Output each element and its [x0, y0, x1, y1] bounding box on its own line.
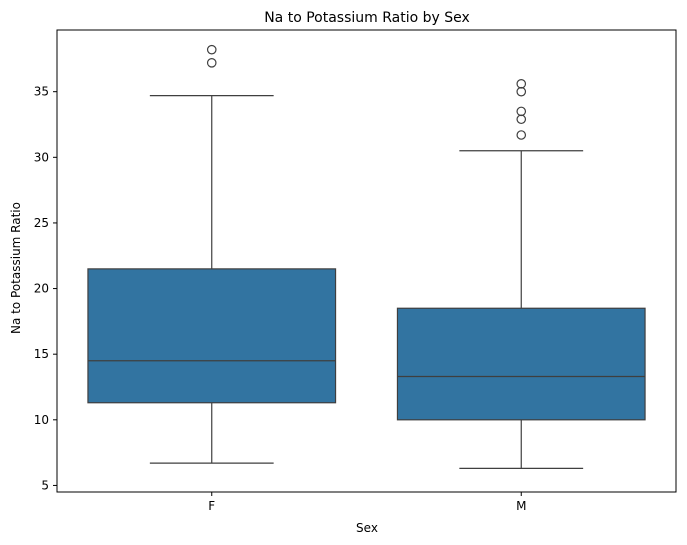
- y-axis-label: Na to Potassium Ratio: [9, 202, 23, 334]
- chart-title: Na to Potassium Ratio by Sex: [264, 10, 470, 26]
- y-tick-label: 20: [34, 282, 49, 296]
- box-f: [87, 268, 337, 404]
- y-tick-label: 5: [41, 478, 49, 492]
- y-tick-label: 35: [34, 85, 49, 99]
- x-tick-label: F: [208, 499, 215, 513]
- y-tick-label: 15: [34, 347, 49, 361]
- plot-frame: [56, 29, 677, 493]
- outlier-point-m: [516, 114, 527, 125]
- plot-area: 5 10 15 20 25 30 35 F M: [34, 44, 646, 513]
- x-tick-label: M: [516, 499, 526, 513]
- outlier-point-m: [516, 106, 527, 117]
- y-tick-label: 30: [34, 150, 49, 164]
- outlier-point-m: [516, 79, 527, 89]
- outlier-point-f: [206, 44, 217, 55]
- x-axis-label: Sex: [356, 521, 378, 535]
- outlier-point-m: [516, 130, 527, 140]
- box-m: [396, 307, 646, 421]
- y-tick-label: 10: [34, 413, 49, 427]
- outlier-point-f: [206, 58, 217, 68]
- y-tick-label: 25: [34, 216, 49, 230]
- outlier-point-m: [516, 86, 527, 97]
